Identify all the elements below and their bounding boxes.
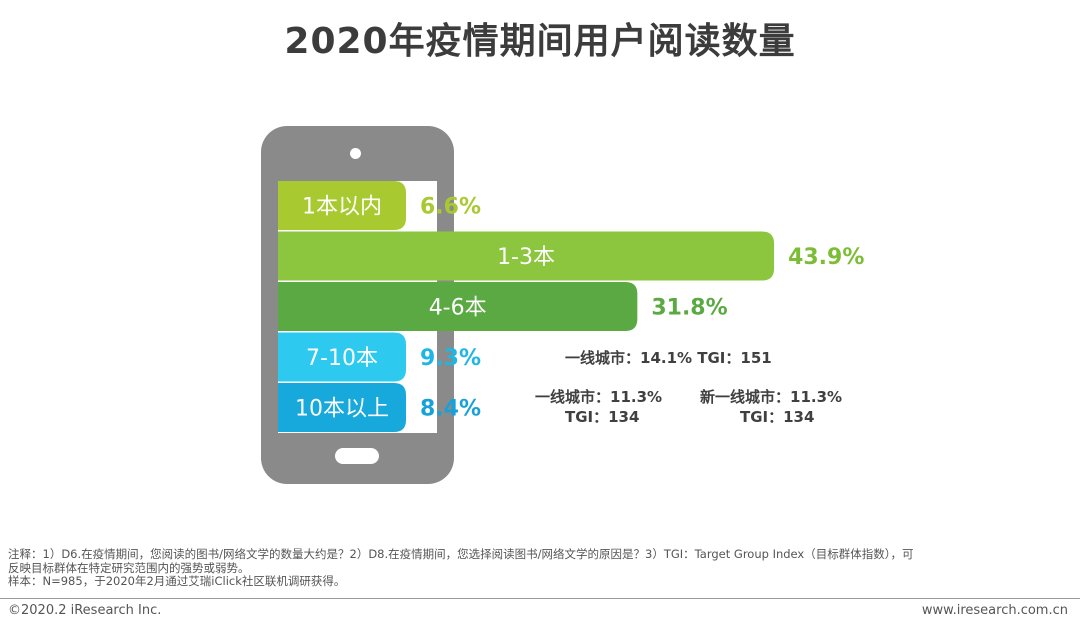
bar	[278, 181, 406, 230]
footnote-line-1: 注释：1）D6.在疫情期间，您阅读的图书/网络文学的数量大约是？2）D8.在疫情…	[8, 547, 914, 561]
bar-category-label: 4-6本	[429, 296, 487, 321]
bar-category-label: 1-3本	[497, 245, 555, 270]
bar-group-2: 4-6本 31.8%	[278, 282, 728, 331]
tgi-annotation-10plus-tier1: 一线城市：11.3% TGI：134	[535, 387, 662, 427]
bar-group-3: 7-10本 9.3%	[278, 332, 481, 382]
bar-category-label: 7-10本	[306, 346, 378, 371]
bar-category-label: 1本以内	[302, 195, 382, 220]
tgi-annotation-7-10: 一线城市：14.1% TGI：151	[565, 349, 772, 367]
bar-value-label: 43.9%	[788, 245, 864, 270]
bar	[278, 383, 406, 432]
bar-value-label: 6.6%	[420, 195, 481, 220]
copyright: ©2020.2 iResearch Inc.	[8, 603, 162, 618]
tier1-tgi: TGI：134	[565, 408, 640, 426]
bar	[278, 282, 638, 331]
footer-divider	[0, 598, 1080, 599]
footnote-line-3: 样本：N=985，于2020年2月通过艾瑞iClick社区联机调研获得。	[8, 574, 346, 588]
bar-group-1: 1-3本 43.9%	[278, 231, 864, 281]
footnote: 注释：1）D6.在疫情期间，您阅读的图书/网络文学的数量大约是？2）D8.在疫情…	[8, 547, 1076, 589]
website-link: www.iresearch.com.cn	[921, 603, 1068, 618]
footnote-line-2: 反映目标群体在特定研究范围内的强势或弱势。	[8, 560, 250, 575]
phone-home-button-icon	[335, 448, 379, 464]
phone-camera-icon	[350, 148, 361, 159]
bar-value-label: 8.4%	[420, 397, 481, 422]
bar-value-label: 31.8%	[651, 296, 727, 321]
bar-group-0: 1本以内 6.6%	[278, 181, 481, 230]
newtier1-pct: 新一线城市：11.3%	[700, 388, 843, 406]
tier1-pct: 一线城市：11.3%	[535, 388, 663, 406]
chart-title: 2020年疫情期间用户阅读数量	[284, 21, 796, 62]
newtier1-tgi: TGI：134	[740, 408, 815, 426]
bar-category-label: 10本以上	[295, 397, 389, 422]
bar-value-label: 9.3%	[420, 346, 481, 371]
bar-group-4: 10本以上 8.4%	[278, 383, 481, 432]
bar	[278, 231, 775, 281]
tgi-annotation-10plus-newtier1: 新一线城市：11.3% TGI：134	[700, 387, 842, 427]
bar	[278, 332, 406, 382]
